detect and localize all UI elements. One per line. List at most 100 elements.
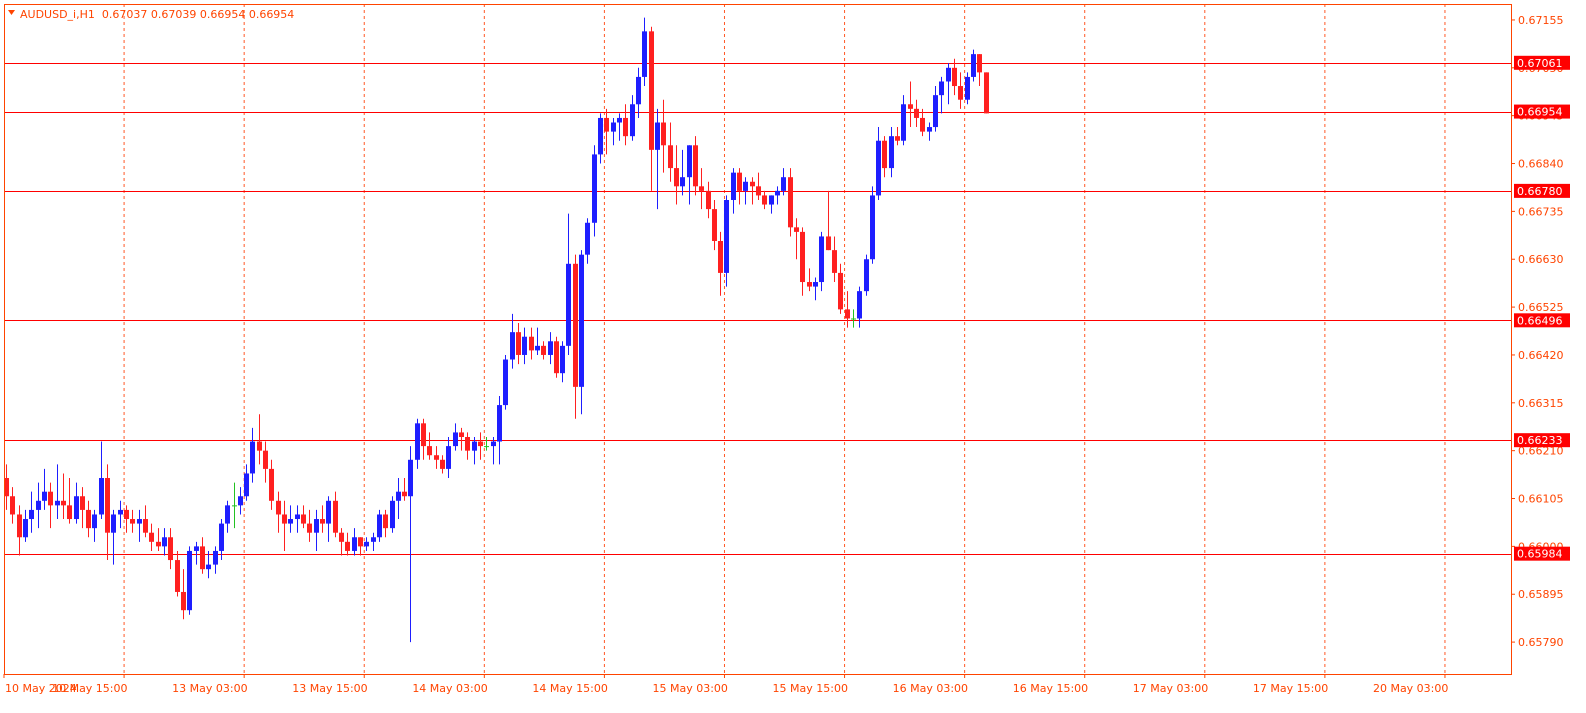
candle-body — [579, 254, 584, 387]
candle-body — [901, 104, 906, 141]
candle-body — [29, 509, 34, 520]
candle-body — [301, 514, 306, 524]
candle — [541, 341, 546, 360]
time-tick-label: 13 May 03:00 — [172, 682, 247, 695]
candle — [832, 236, 837, 283]
candle — [99, 441, 104, 520]
candle — [48, 482, 53, 529]
candle — [257, 414, 262, 465]
candle-body — [156, 541, 161, 547]
level-price-badge-bg — [1514, 313, 1570, 328]
candle — [80, 487, 85, 529]
candle — [371, 532, 376, 551]
level-price-badge: 0.65984 — [1514, 546, 1570, 561]
dropdown-triangle-icon[interactable] — [8, 10, 15, 15]
candle-body — [655, 122, 660, 150]
candle — [794, 218, 799, 260]
candle-body — [187, 550, 192, 611]
candle-body — [446, 446, 451, 469]
candle — [737, 168, 742, 205]
candle — [566, 213, 571, 355]
candle-body — [718, 241, 723, 273]
candle-body — [566, 263, 571, 346]
chart-header[interactable]: AUDUSD_i,H1 0.67037 0.67039 0.66954 0.66… — [8, 8, 294, 21]
candle-body — [440, 459, 445, 469]
candle-body — [592, 154, 597, 223]
candle — [408, 446, 413, 643]
level-price-label: 0.65984 — [1517, 548, 1563, 561]
candle-body — [244, 473, 249, 497]
level-price-badge-bg — [1514, 546, 1570, 561]
candle-body — [326, 500, 331, 524]
candle — [585, 218, 590, 264]
candle — [977, 54, 982, 87]
candle — [86, 500, 91, 538]
candle-body — [352, 537, 357, 551]
candle-body — [143, 519, 148, 533]
candle-body — [920, 117, 925, 132]
candle-body — [674, 168, 679, 187]
candle-body — [630, 104, 635, 137]
candle-body — [358, 537, 363, 547]
candle-body — [345, 541, 350, 551]
candle — [440, 455, 445, 474]
candle-body — [118, 509, 123, 515]
candle-body — [642, 31, 647, 77]
candle — [655, 108, 660, 210]
candle — [244, 464, 249, 501]
candle-body — [573, 263, 578, 387]
candle — [352, 528, 357, 556]
candle — [876, 127, 881, 200]
candle-body — [124, 509, 129, 520]
price-tick-label: 0.67155 — [1518, 14, 1564, 27]
candle-body — [680, 177, 685, 187]
candle-body — [206, 564, 211, 570]
candle — [674, 145, 679, 205]
candle-body — [137, 519, 142, 524]
candle — [724, 195, 729, 287]
candle — [434, 446, 439, 469]
candle — [55, 464, 60, 520]
candle — [238, 487, 243, 515]
candle-body — [813, 282, 818, 287]
candle-body — [194, 546, 199, 551]
candle — [965, 72, 970, 105]
candle — [124, 505, 129, 533]
candle — [554, 336, 559, 378]
candle — [630, 95, 635, 141]
candle — [364, 537, 369, 551]
candle — [693, 136, 698, 196]
candle-body — [497, 405, 502, 442]
candle-body — [649, 31, 654, 150]
candle — [497, 395, 502, 465]
candle — [276, 491, 281, 533]
level-price-badge-bg — [1514, 183, 1570, 198]
candle — [194, 541, 199, 565]
candle — [484, 436, 489, 451]
symbol-info-label: AUDUSD_i,H1 0.67037 0.67039 0.66954 0.66… — [20, 8, 294, 21]
candle — [358, 537, 363, 556]
candle-body — [181, 591, 186, 611]
candle-body — [946, 67, 951, 82]
candle — [472, 436, 477, 465]
candle-body — [781, 177, 786, 191]
candle — [10, 487, 15, 524]
candle-body — [750, 181, 755, 187]
candle — [168, 528, 173, 570]
candle — [927, 122, 932, 141]
level-price-label: 0.67061 — [1517, 57, 1563, 70]
candle-body — [554, 341, 559, 374]
candle-body — [415, 423, 420, 460]
candle — [857, 286, 862, 328]
candle-body — [819, 236, 824, 283]
price-tick-label: 0.66210 — [1518, 445, 1564, 458]
candle — [42, 468, 47, 510]
candle-body — [769, 195, 774, 205]
candle — [819, 231, 824, 292]
candle-body — [548, 341, 553, 355]
candle-body — [851, 318, 856, 320]
candle-body — [503, 359, 508, 406]
price-tick-label: 0.66420 — [1518, 349, 1564, 362]
candle — [611, 117, 616, 146]
